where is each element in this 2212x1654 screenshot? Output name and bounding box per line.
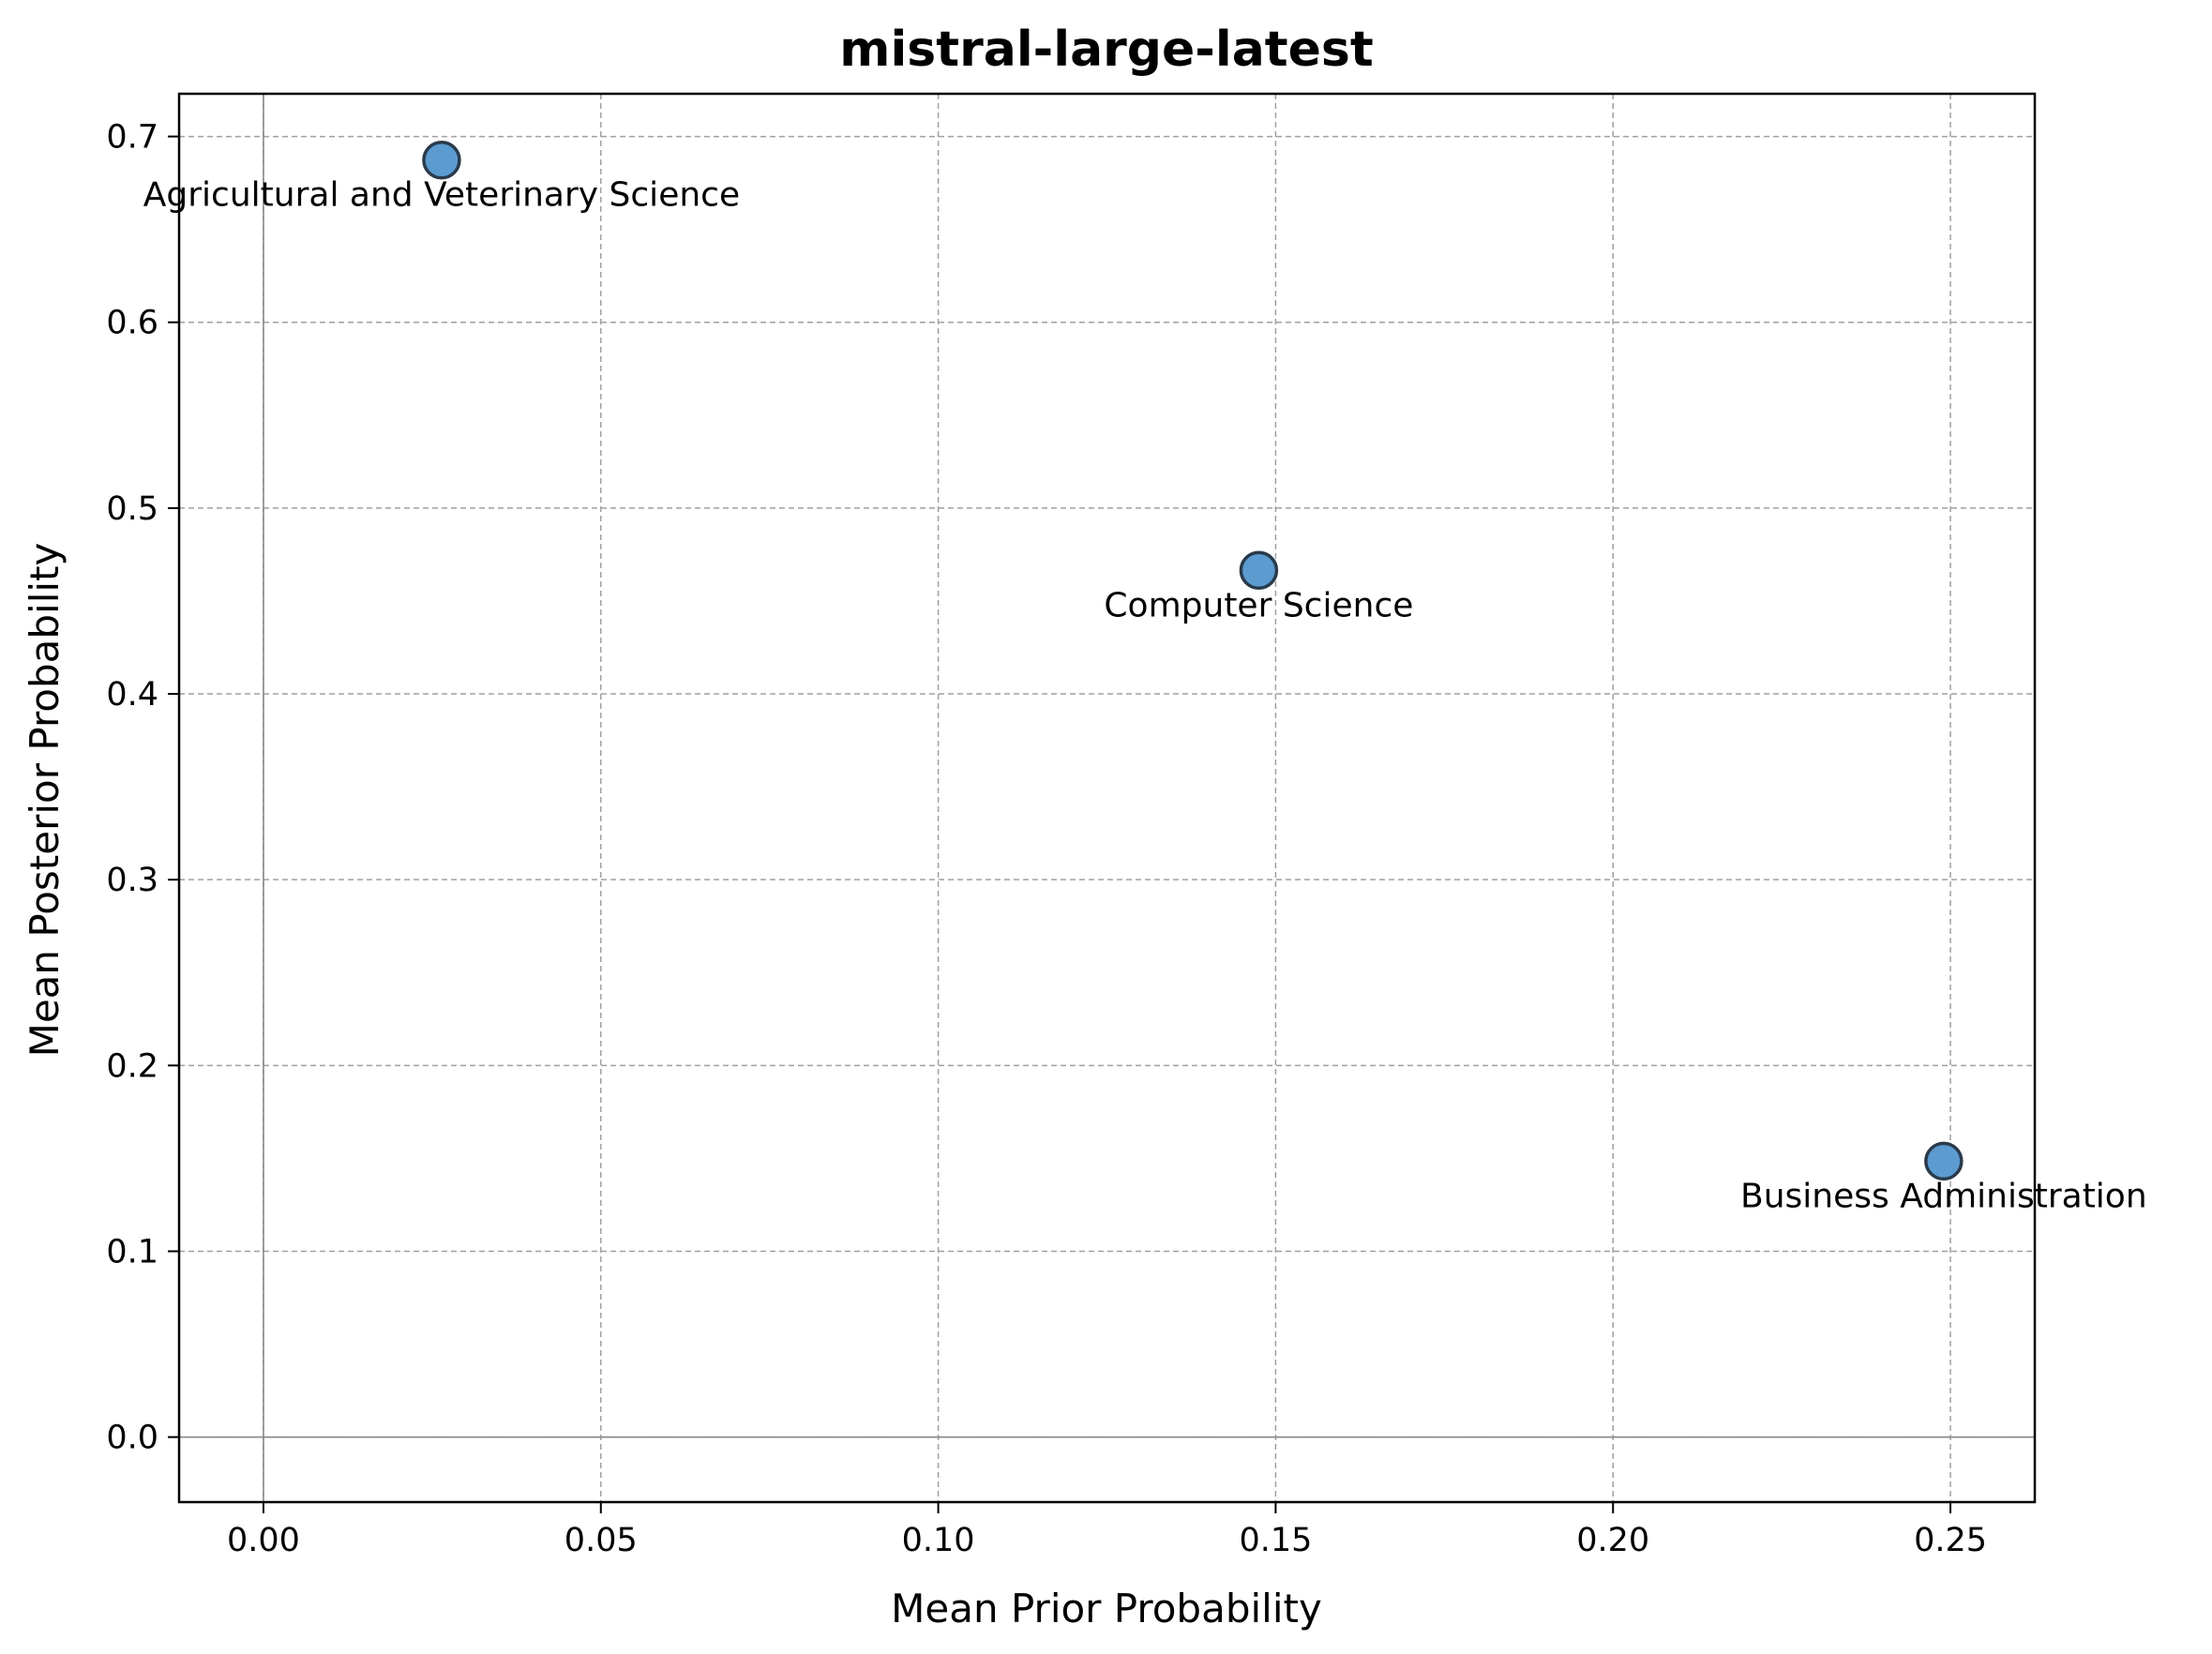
y-tick-label: 0.3 bbox=[106, 862, 158, 899]
point-labels: Agricultural and Veterinary Science Compu… bbox=[143, 176, 2147, 1216]
x-axis-ticks: 0.00 0.05 0.10 0.15 0.20 0.25 bbox=[227, 1502, 1987, 1559]
y-tick-label: 0.5 bbox=[106, 490, 158, 528]
y-tick-label: 0.4 bbox=[106, 676, 158, 714]
plot-frame bbox=[177, 92, 2037, 1504]
data-point-label: Agricultural and Veterinary Science bbox=[143, 176, 740, 215]
y-axis-label: Mean Posterior Probability bbox=[22, 543, 68, 1058]
y-tick-label: 0.0 bbox=[106, 1420, 158, 1457]
x-tick-label: 0.05 bbox=[564, 1522, 638, 1559]
data-point-label: Computer Science bbox=[1104, 586, 1413, 624]
x-tick-label: 0.25 bbox=[1914, 1522, 1987, 1559]
y-tick-label: 0.2 bbox=[106, 1047, 158, 1085]
data-point bbox=[1924, 1141, 1964, 1181]
x-axis-label: Mean Prior Probability bbox=[891, 1586, 1322, 1631]
chart-title: mistral-large-latest bbox=[839, 22, 1373, 78]
data-points bbox=[422, 140, 1964, 1181]
data-point bbox=[1239, 550, 1279, 591]
x-tick-label: 0.15 bbox=[1239, 1522, 1312, 1559]
data-point bbox=[422, 140, 461, 180]
x-tick-label: 0.10 bbox=[902, 1522, 975, 1559]
y-tick-label: 0.1 bbox=[106, 1233, 158, 1271]
y-axis-ticks: 0.0 0.1 0.2 0.3 0.4 0.5 0.6 0.7 bbox=[106, 119, 179, 1457]
y-tick-label: 0.6 bbox=[106, 305, 158, 342]
x-tick-label: 0.20 bbox=[1576, 1522, 1649, 1559]
data-point-label: Business Administration bbox=[1740, 1177, 2147, 1215]
x-tick-label: 0.00 bbox=[227, 1522, 300, 1559]
zero-lines bbox=[179, 94, 2035, 1502]
y-tick-label: 0.7 bbox=[106, 119, 158, 157]
